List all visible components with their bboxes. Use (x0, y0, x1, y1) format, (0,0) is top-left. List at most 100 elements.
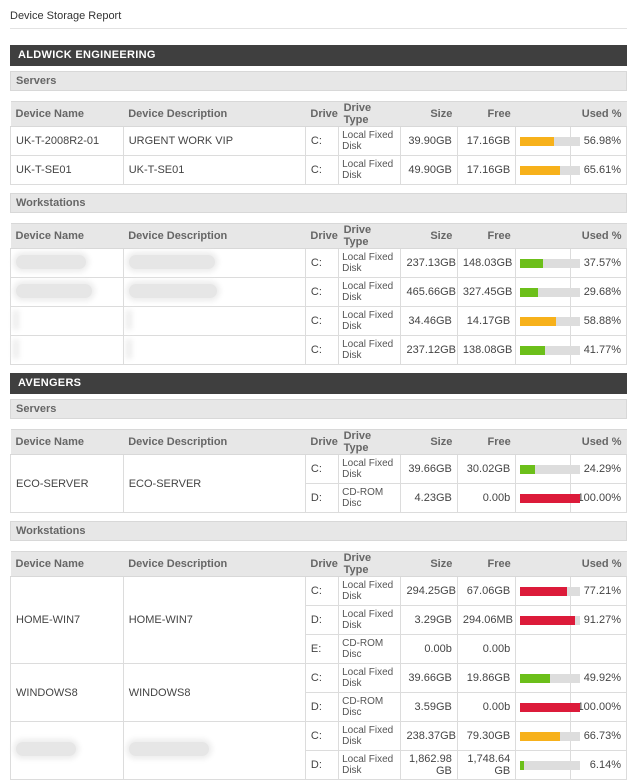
column-header: Used % (515, 223, 627, 249)
device-name (10, 335, 124, 365)
usage-bar (520, 165, 581, 175)
drive-size: 49.90GB (400, 155, 458, 185)
usage-bar (520, 615, 581, 625)
used-percent (569, 634, 628, 664)
drive-letter: C: (304, 277, 340, 307)
column-header: Device Description (123, 101, 306, 127)
table-row: WINDOWS8 WINDOWS8 C: Local Fixed Disk 39.66G… (10, 663, 628, 722)
drive-type: Local Fixed Disk (338, 454, 402, 484)
table-row: C: Local Fixed Disk 238.37GB 79.30GB 66.73% (10, 721, 628, 780)
device-table: Device Name Device Description Drive Drive … (10, 551, 628, 780)
column-header: Device Name (10, 223, 124, 249)
column-header: Size (400, 223, 458, 249)
drive-size: 39.66GB (400, 663, 458, 693)
column-header: Device Description (123, 223, 306, 249)
usage-bar (520, 586, 581, 596)
column-header: Drive (305, 429, 339, 455)
used-percent: 58.88% (569, 306, 628, 336)
table-header-row: Device Name Device Description Drive Drive … (10, 429, 627, 455)
usage-bar (520, 464, 581, 474)
drive-type: Local Fixed Disk (338, 335, 402, 365)
section-header: Workstations (10, 521, 627, 541)
device-name (10, 248, 124, 278)
drive-letter: D: (304, 750, 340, 780)
table-row: C: Local Fixed Disk 237.12GB 138.08GB 41.77% (10, 335, 628, 365)
column-header: Device Description (123, 429, 306, 455)
used-percent: 41.77% (569, 335, 628, 365)
table-header-row: Device Name Device Description Drive Drive … (10, 101, 627, 127)
device-name: ECO-SERVER (10, 454, 124, 513)
column-header: Size (400, 429, 458, 455)
drive-letter: C: (304, 155, 340, 185)
drive-free: 148.03GB (456, 248, 517, 278)
usage-bar-cell (515, 335, 581, 365)
device-description (122, 306, 306, 336)
device-section: Workstations Device Name Device Descriptio… (10, 521, 628, 780)
device-description: UK-T-SE01 (122, 155, 306, 185)
drive-letter: C: (304, 721, 340, 751)
drive-type: CD-ROM Disc (338, 634, 402, 664)
table-row: ECO-SERVER ECO-SERVER C: Local Fixed Disk 39… (10, 454, 628, 513)
usage-bar (520, 136, 581, 146)
usage-bar-cell (515, 663, 581, 693)
usage-bar (520, 673, 581, 683)
usage-bar-fill (520, 493, 581, 503)
column-header: Drive (305, 223, 339, 249)
column-header: Free (457, 551, 516, 577)
drive-size: 237.12GB (400, 335, 458, 365)
drive-free: 14.17GB (456, 306, 517, 336)
usage-bar-cell (515, 126, 581, 156)
column-header: Used % (515, 101, 627, 127)
usage-bar (520, 287, 581, 297)
device-section: Servers Device Name Device Description Driv… (10, 399, 628, 513)
drive-size: 237.13GB (400, 248, 458, 278)
drive-free: 138.08GB (456, 335, 517, 365)
redacted-text (128, 742, 209, 756)
usage-bar-fill (520, 673, 551, 683)
device-description (122, 248, 306, 278)
section-header: Workstations (10, 193, 627, 213)
column-header: Drive Type (338, 429, 401, 455)
usage-bar-cell (515, 750, 581, 780)
drive-free: 0.00b (456, 634, 517, 664)
usage-bar-cell (515, 483, 581, 513)
device-name: WINDOWS8 (10, 663, 124, 722)
drive-letter: C: (304, 248, 340, 278)
usage-bar (520, 493, 581, 503)
drive-type: Local Fixed Disk (338, 721, 402, 751)
usage-bar-cell (515, 605, 581, 635)
usage-bar-cell (515, 721, 581, 751)
drive-size: 1,862.98 GB (400, 750, 458, 780)
table-row: D: CD-ROM Disc 3.59GB 0.00b 100.00% (11, 692, 628, 722)
usage-bar-fill (520, 702, 581, 712)
table-row: E: CD-ROM Disc 0.00b 0.00b (11, 634, 628, 664)
column-header: Size (400, 101, 458, 127)
device-description (122, 277, 306, 307)
section-header: Servers (10, 71, 627, 91)
column-header: Used % (515, 551, 627, 577)
drive-letter: D: (304, 605, 340, 635)
drive-letter: C: (304, 454, 340, 484)
report-body: ALDWICK ENGINEERING Servers Device Name Dev… (10, 45, 628, 780)
drive-size: 0.00b (400, 634, 458, 664)
device-name: HOME-WIN7 (10, 576, 124, 664)
drive-letter: C: (304, 663, 340, 693)
redacted-text (128, 254, 215, 269)
device-table: Device Name Device Description Drive Drive … (10, 429, 628, 513)
drive-free: 79.30GB (456, 721, 517, 751)
usage-bar-fill (520, 615, 575, 625)
device-table: Device Name Device Description Drive Drive … (10, 101, 628, 185)
device-table: Device Name Device Description Drive Drive … (10, 223, 628, 365)
column-header: Free (457, 101, 516, 127)
section-header: Servers (10, 399, 627, 419)
drive-free: 17.16GB (456, 155, 517, 185)
drive-free: 67.06GB (456, 576, 517, 606)
device-name: UK-T-SE01 (10, 155, 124, 185)
device-section: Workstations Device Name Device Descriptio… (10, 193, 628, 365)
column-header: Drive (305, 551, 339, 577)
usage-bar-cell (515, 634, 571, 664)
column-header: Free (457, 429, 516, 455)
device-description: WINDOWS8 (122, 663, 306, 722)
drive-size: 39.90GB (400, 126, 458, 156)
